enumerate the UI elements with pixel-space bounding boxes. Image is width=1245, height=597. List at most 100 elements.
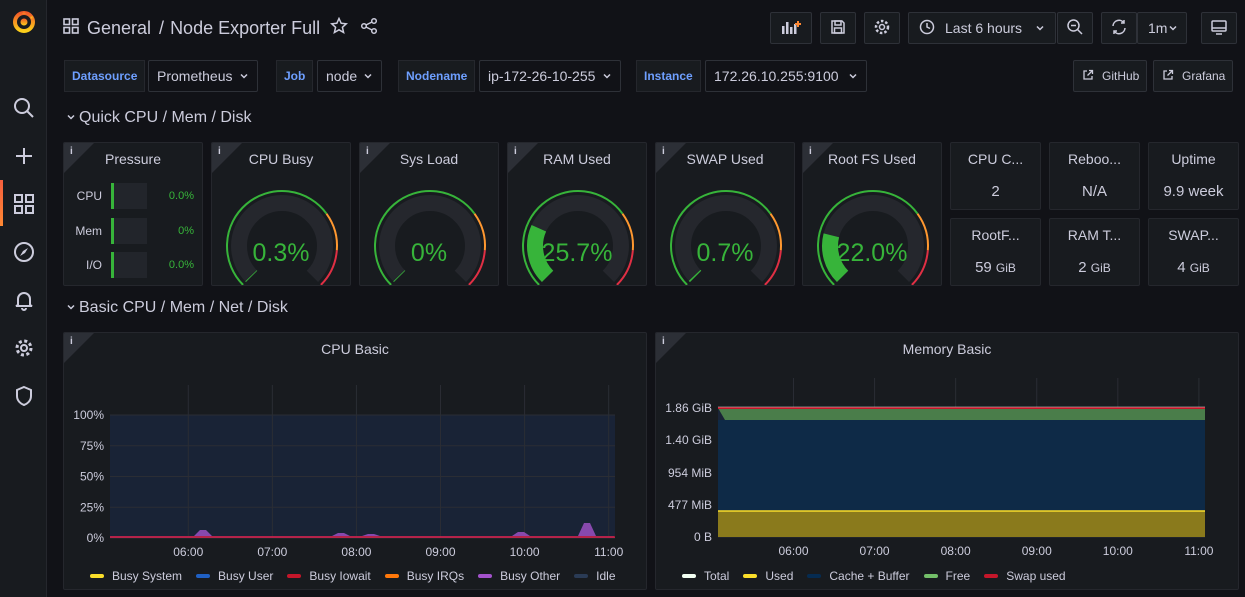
pressure-label: CPU <box>76 189 102 203</box>
legend-item[interactable]: Busy User <box>196 569 273 583</box>
y-tick-label: 954 MiB <box>668 466 712 480</box>
refresh-button[interactable] <box>1101 12 1137 44</box>
info-icon[interactable]: i <box>366 146 369 157</box>
info-icon[interactable]: i <box>70 146 73 157</box>
legend-label: Busy Iowait <box>309 569 371 583</box>
grafana-link[interactable]: Grafana <box>1153 60 1233 92</box>
legend-label: Swap used <box>1006 569 1066 583</box>
legend-item[interactable]: Used <box>743 569 793 583</box>
cpu-basic-legend: Busy System Busy User Busy Iowait Busy IRQs… <box>90 569 630 583</box>
refresh-interval-picker[interactable]: 1m <box>1137 12 1187 44</box>
pressure-bar <box>111 252 147 278</box>
gauge-threshold-arc <box>616 250 634 285</box>
instance-select[interactable]: 172.26.10.255:9100 <box>705 60 867 92</box>
info-icon[interactable]: i <box>662 336 665 347</box>
legend-swatch <box>478 574 493 578</box>
zoom-out-button[interactable] <box>1057 12 1093 44</box>
info-icon[interactable]: i <box>662 146 665 157</box>
legend-item[interactable]: Busy Iowait <box>287 569 371 583</box>
legend-item[interactable]: Swap used <box>984 569 1066 583</box>
shield-icon[interactable] <box>10 382 37 409</box>
search-icon[interactable] <box>10 94 37 121</box>
dashboard-settings-button[interactable] <box>864 12 900 44</box>
y-tick-label: 0% <box>87 531 105 545</box>
gauge-threshold-arc <box>916 213 929 251</box>
x-tick-label: 08:00 <box>341 545 371 559</box>
gauge-track <box>675 195 777 283</box>
panel-pressure[interactable]: i Pressure CPU 0.0% Mem 0% I/O 0.0% <box>63 142 203 286</box>
info-icon[interactable]: i <box>218 146 221 157</box>
add-panel-button[interactable] <box>770 12 812 44</box>
explore-compass-icon[interactable] <box>10 238 37 265</box>
panel-info-corner <box>64 333 94 363</box>
pressure-label: Mem <box>75 224 102 238</box>
gauge-threshold-arc <box>817 190 919 285</box>
row-quick-cpu-mem-disk[interactable]: Quick CPU / Mem / Disk <box>66 109 251 127</box>
gear-icon[interactable] <box>10 334 37 361</box>
tv-mode-button[interactable] <box>1201 12 1237 44</box>
chevron-down-icon <box>1035 20 1045 36</box>
row-basic-cpu-mem-net-disk[interactable]: Basic CPU / Mem / Net / Disk <box>66 299 288 317</box>
alerting-bell-icon[interactable] <box>10 286 37 313</box>
time-range-picker[interactable]: Last 6 hours <box>908 12 1056 44</box>
gauge-threshold-arc <box>670 190 772 285</box>
panel-memory-basic[interactable]: i Memory Basic 1.86 GiB 1.40 GiB 954 MiB 47… <box>655 332 1239 590</box>
panel-cpu-basic[interactable]: i CPU Basic 100% 75% 50% 25% 0% 06:00 07:00 08:… <box>63 332 647 590</box>
y-tick-label: 0 B <box>694 530 712 544</box>
gauge-value: 0.3% <box>252 239 310 267</box>
gauge-track <box>231 195 333 283</box>
legend-item[interactable]: Free <box>923 569 970 583</box>
panel-stat[interactable]: Uptime 9.9 week <box>1148 142 1239 210</box>
x-tick-label: 09:00 <box>1022 544 1052 558</box>
gauge-threshold-arc <box>769 213 782 251</box>
share-icon[interactable] <box>360 17 378 40</box>
legend-item[interactable]: Busy IRQs <box>384 569 464 583</box>
panel-gauge-cpu-busy[interactable]: i CPU Busy 0.3% <box>211 142 351 286</box>
variable-label-nodename: Nodename <box>398 60 476 92</box>
row-title: Basic CPU / Mem / Net / Disk <box>79 299 288 316</box>
plus-icon[interactable] <box>10 142 37 169</box>
legend-swatch <box>90 574 104 578</box>
breadcrumb-separator: / <box>159 17 165 38</box>
panel-gauge-swap-used[interactable]: i SWAP Used 0.7% <box>655 142 795 286</box>
gauge-value-arc <box>393 270 406 283</box>
grafana-logo-icon[interactable] <box>10 8 37 35</box>
legend-item[interactable]: Busy Other <box>478 569 560 583</box>
save-dashboard-button[interactable] <box>820 12 856 44</box>
chevron-down-icon <box>66 109 76 127</box>
gauge-value: 0% <box>410 239 448 267</box>
panel-stat[interactable]: RootF... 59 GiB <box>950 218 1041 286</box>
stat-number: 4 <box>1177 259 1186 276</box>
info-icon[interactable]: i <box>70 336 73 347</box>
star-icon[interactable] <box>330 16 349 40</box>
panel-gauge-sys-load[interactable]: i Sys Load 0% <box>359 142 499 286</box>
dashboard-title: Node Exporter Full <box>170 17 321 38</box>
panel-stat[interactable]: CPU C... 2 <box>950 142 1041 210</box>
folder-link[interactable]: General <box>87 17 152 38</box>
legend-item[interactable]: Busy System <box>90 569 182 583</box>
panel-stat[interactable]: SWAP... 4 GiB <box>1148 218 1239 286</box>
legend-swatch <box>984 574 999 578</box>
panel-stat[interactable]: RAM T... 2 GiB <box>1049 218 1140 286</box>
info-icon[interactable]: i <box>809 146 812 157</box>
legend-item[interactable]: Idle <box>574 569 616 583</box>
gauge-value: 0.7% <box>696 239 754 267</box>
legend-item[interactable]: Cache + Buffer <box>807 569 910 583</box>
variable-label-datasource: Datasource <box>64 60 146 92</box>
stat-number: 59 <box>975 259 992 276</box>
github-link[interactable]: GitHub <box>1073 60 1147 92</box>
legend-item[interactable]: Total <box>682 569 729 583</box>
panel-gauge-ram-used[interactable]: i RAM Used 25.7% <box>507 142 647 286</box>
datasource-select[interactable]: Prometheus <box>148 60 258 92</box>
panel-stat[interactable]: Reboo... N/A <box>1049 142 1140 210</box>
nodename-select[interactable]: ip-172-26-10-255 <box>479 60 621 92</box>
cache-buffer-area <box>718 420 1205 511</box>
panel-gauge-root-fs-used[interactable]: i Root FS Used 22.0% <box>802 142 942 286</box>
x-tick-label: 11:00 <box>1184 544 1213 558</box>
info-icon[interactable]: i <box>514 146 517 157</box>
dashboards-icon[interactable] <box>10 190 37 217</box>
pressure-mem-row: Mem 0% <box>72 218 194 244</box>
variable-label-instance: Instance <box>636 60 701 92</box>
job-select[interactable]: node <box>317 60 382 92</box>
x-tick-label: 10:00 <box>510 545 540 559</box>
